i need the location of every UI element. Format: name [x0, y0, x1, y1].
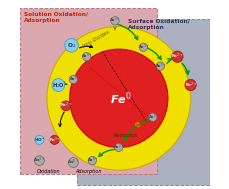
Circle shape [35, 135, 44, 144]
Text: Iron Oxides: Iron Oxides [82, 30, 110, 49]
Circle shape [34, 156, 44, 166]
Circle shape [69, 49, 167, 147]
Circle shape [134, 122, 140, 128]
Text: O$_2$: O$_2$ [67, 41, 76, 50]
Text: As$^{3+}$: As$^{3+}$ [33, 156, 45, 165]
Text: As$^{3+}$: As$^{3+}$ [109, 16, 120, 26]
Text: Oxidation: Oxidation [37, 170, 60, 174]
Text: Fe$^{2+}$: Fe$^{2+}$ [60, 101, 72, 111]
Text: As$^0$: As$^0$ [148, 112, 157, 122]
Circle shape [61, 101, 71, 111]
Text: Fe$^{3+}$: Fe$^{3+}$ [49, 135, 60, 145]
Circle shape [110, 17, 119, 25]
Circle shape [171, 51, 182, 62]
Circle shape [155, 62, 164, 70]
Text: As$^{3+}$: As$^{3+}$ [112, 143, 124, 152]
Text: Fe$^{2+}$: Fe$^{2+}$ [171, 52, 183, 61]
Text: As$^{5+}$: As$^{5+}$ [67, 158, 79, 167]
Circle shape [148, 113, 156, 121]
Text: H$_2$O: H$_2$O [52, 81, 65, 90]
Text: HO$^-$: HO$^-$ [33, 136, 45, 143]
Circle shape [68, 158, 78, 167]
Text: Adsorption: Adsorption [75, 170, 101, 174]
Circle shape [52, 79, 64, 91]
Circle shape [69, 75, 77, 84]
Text: As$^{3+}$: As$^{3+}$ [80, 52, 92, 61]
Text: Fe$^{0}$: Fe$^{0}$ [109, 90, 131, 107]
Text: Solution Oxidation/
Adsorption: Solution Oxidation/ Adsorption [24, 11, 88, 22]
Circle shape [139, 43, 147, 51]
Circle shape [47, 26, 190, 170]
Text: Fe$^{2+}$: Fe$^{2+}$ [184, 80, 196, 90]
Circle shape [88, 156, 96, 165]
Circle shape [184, 79, 195, 91]
Text: As$^{5+}$: As$^{5+}$ [86, 156, 98, 165]
FancyBboxPatch shape [20, 8, 156, 174]
Text: Surface Oxidation/
Adsorption: Surface Oxidation/ Adsorption [128, 19, 189, 30]
Circle shape [82, 53, 90, 61]
Text: Reduction: Reduction [114, 133, 138, 138]
Text: As$^{5+}$: As$^{5+}$ [154, 61, 165, 71]
Text: As$^{3+}$: As$^{3+}$ [137, 43, 149, 52]
FancyBboxPatch shape [77, 19, 209, 185]
Circle shape [114, 143, 123, 152]
Circle shape [50, 135, 59, 144]
Circle shape [64, 39, 78, 52]
Text: As$^0$: As$^0$ [69, 75, 77, 84]
